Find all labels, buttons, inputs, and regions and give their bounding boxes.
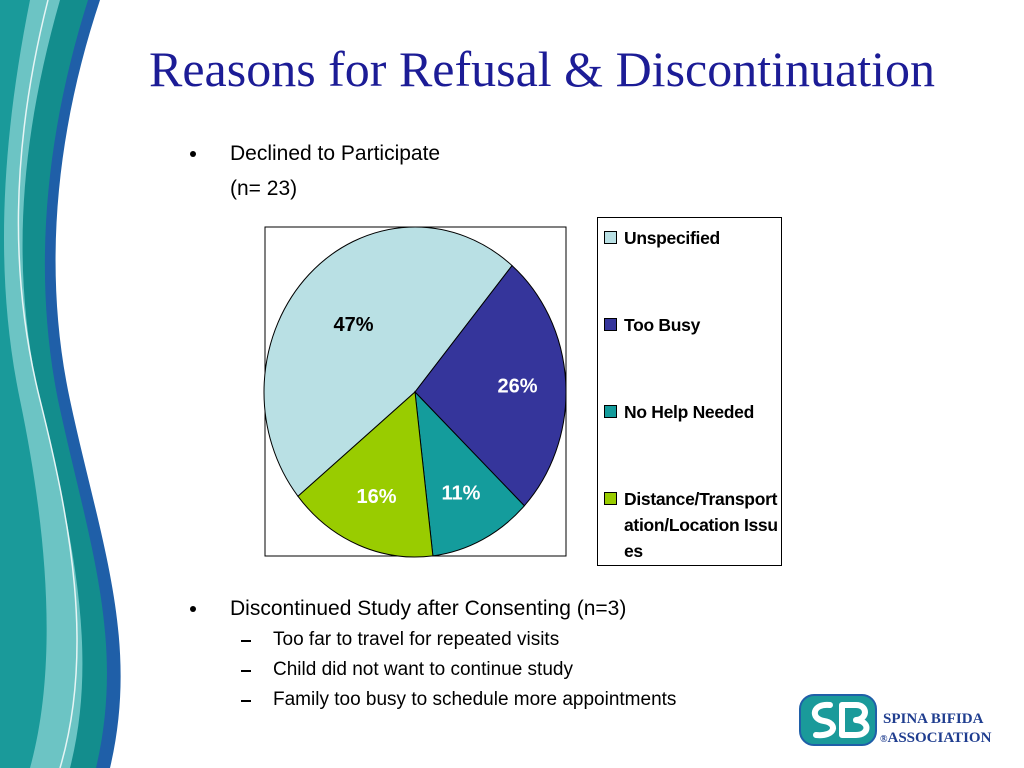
legend-label: Too Busy <box>624 315 701 335</box>
bullet: Declined to Participate <box>190 142 441 166</box>
data-label: 11% <box>442 482 481 504</box>
sub-bullet-text: Family too busy to schedule more appoint… <box>273 689 677 710</box>
sub-bullet: Family too busy to schedule more appoint… <box>241 689 677 711</box>
sub-bullet-text: Too far to travel for repeated visits <box>273 629 560 650</box>
legend-label: No Help Needed <box>624 402 754 422</box>
legend-swatch <box>604 318 617 331</box>
legend-swatch <box>604 492 617 505</box>
bullet-text: Declined to Participate <box>230 142 441 165</box>
registered-mark: ® <box>880 734 888 745</box>
logo-mark <box>799 694 877 746</box>
data-label: 47% <box>333 314 373 336</box>
dash <box>241 700 251 702</box>
legend-swatch <box>604 405 617 418</box>
side-decoration <box>0 0 121 768</box>
pie-slice <box>414 264 567 507</box>
bullet-dot <box>190 151 196 157</box>
legend-label: Unspecified <box>624 228 720 248</box>
legend-swatch <box>604 231 617 244</box>
data-label: 26% <box>498 376 538 398</box>
logo-text: SPINA BIFIDA ®ASSOCIATION <box>880 710 991 749</box>
pie-slice <box>297 390 434 558</box>
legend: Unspecified Too Busy No Help Needed Distanc… <box>597 217 782 566</box>
bullet-dot <box>190 606 196 612</box>
logo-line-text: ASSOCIATION <box>887 730 992 746</box>
sub-bullet: Too far to travel for repeated visits <box>241 629 560 651</box>
logo-line: ®ASSOCIATION <box>880 729 991 749</box>
dash <box>241 640 251 642</box>
sub-bullet: Child did not want to continue study <box>241 659 573 681</box>
title: Reasons for Refusal & Discontinuation <box>149 41 935 97</box>
legend-label: Distance/Transportation/Location Issues <box>624 489 778 561</box>
bullet-line: (n= 23) <box>230 177 298 200</box>
pie-slice <box>263 226 513 498</box>
bullet: Discontinued Study after Consenting (n=3… <box>190 597 627 621</box>
dash <box>241 670 251 672</box>
logo-line: SPINA BIFIDA <box>883 711 984 727</box>
bullet-text: Discontinued Study after Consenting (n=3… <box>230 597 627 620</box>
sub-bullet-text: Child did not want to continue study <box>273 659 573 680</box>
pie-slice <box>414 390 526 557</box>
data-label: 16% <box>357 486 397 508</box>
